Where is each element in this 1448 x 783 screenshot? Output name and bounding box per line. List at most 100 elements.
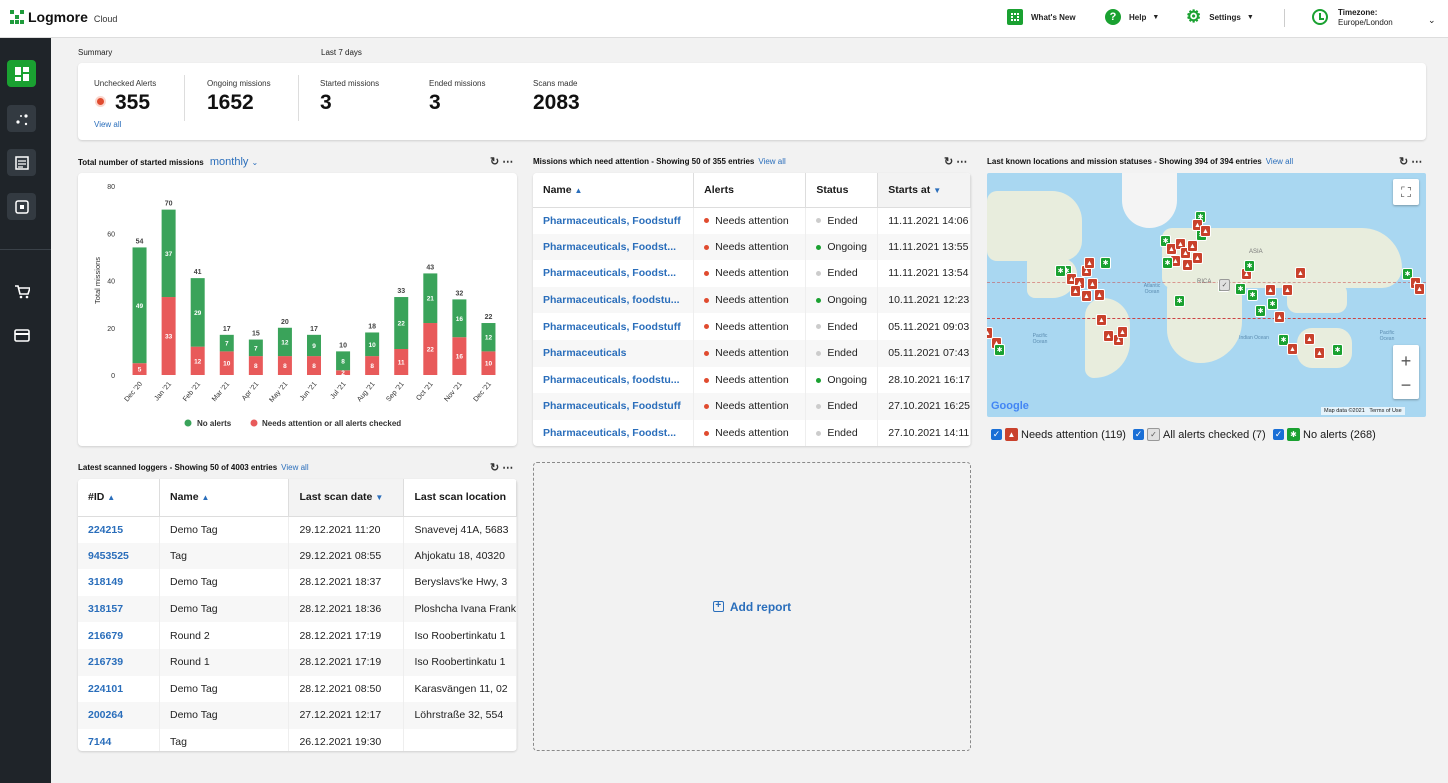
warning-marker-icon[interactable]: ▲ (1117, 326, 1128, 338)
column-header-alerts[interactable]: Alerts (693, 173, 807, 208)
table-row[interactable]: 216739 Round 1 28.12.2021 17:19 Iso Roobert… (78, 648, 517, 676)
table-row[interactable]: Pharmaceuticals, Foodstuff Needs attentio… (533, 393, 971, 420)
warning-marker-icon[interactable]: ▲ (1070, 285, 1081, 297)
mission-name-link[interactable]: Pharmaceuticals, foodstu... (533, 286, 695, 314)
table-row[interactable]: Pharmaceuticals, Foodst... Needs attentio… (533, 419, 971, 446)
table-row[interactable]: Pharmaceuticals, foodstu... Needs attenti… (533, 366, 971, 394)
mission-name-link[interactable]: Pharmaceuticals, Foodst... (533, 419, 695, 446)
warning-marker-icon[interactable]: ▲ (1087, 278, 1098, 290)
warning-marker-icon[interactable]: ▲ (1282, 284, 1293, 296)
table-row[interactable]: Pharmaceuticals, Foodstuff Needs attentio… (533, 313, 971, 340)
column-header-starts-at[interactable]: Starts at ▼ (877, 173, 971, 208)
column-header-id[interactable]: #ID ▲ (78, 479, 160, 517)
mission-name-link[interactable]: Pharmaceuticals, Foodstuff (533, 313, 695, 340)
warning-marker-icon[interactable]: ▲ (1314, 347, 1325, 359)
zoom-out-button[interactable]: − (1400, 375, 1412, 395)
thumbs-up-marker-icon[interactable]: ✱ (1402, 268, 1413, 280)
warning-marker-icon[interactable]: ▲ (1081, 290, 1092, 302)
thumbs-up-marker-icon[interactable]: ✱ (1162, 257, 1173, 269)
table-row[interactable]: 9453525 Tag 29.12.2021 08:55 Ahjokatu 18, 4… (78, 542, 517, 570)
more-icon[interactable]: ⋯ (502, 156, 517, 168)
more-icon[interactable]: ⋯ (956, 156, 971, 168)
warning-marker-icon[interactable]: ▲ (1295, 267, 1306, 279)
mission-name-link[interactable]: Pharmaceuticals, Foodst... (533, 260, 695, 287)
logger-id-link[interactable]: 9453525 (78, 542, 160, 570)
more-icon[interactable]: ⋯ (502, 462, 517, 474)
warning-marker-icon[interactable]: ▲ (1414, 283, 1425, 295)
checkbox[interactable]: ✓ (1273, 429, 1284, 440)
settings-menu[interactable]: ⚙ Settings ▼ (1186, 8, 1254, 25)
table-row[interactable]: 216679 Round 2 28.12.2021 17:19 Iso Roobert… (78, 622, 517, 649)
thumbs-up-marker-icon[interactable]: ✱ (1160, 235, 1171, 247)
period-dropdown[interactable]: monthly ⌄ (210, 156, 258, 168)
sidebar-item-billing[interactable] (7, 322, 36, 349)
table-row[interactable]: Pharmaceuticals, Foodst... Needs attentio… (533, 260, 971, 287)
whats-new-button[interactable]: What's New (1007, 9, 1076, 25)
logger-id-link[interactable]: 216679 (78, 622, 160, 649)
warning-marker-icon[interactable]: ▲ (987, 327, 993, 339)
table-row[interactable]: 224215 Demo Tag 29.12.2021 11:20 Snavevej 4… (78, 516, 517, 543)
thumbs-up-marker-icon[interactable]: ✱ (1267, 298, 1278, 310)
column-header-last-scan-date[interactable]: Last scan date ▼ (288, 479, 405, 517)
sidebar-item-shop[interactable] (7, 278, 36, 305)
logger-id-link[interactable]: 318157 (78, 595, 160, 623)
table-row[interactable]: 224101 Demo Tag 28.12.2021 08:50 Karasvänge… (78, 675, 517, 703)
logo[interactable]: Logmore Cloud (10, 9, 117, 25)
warning-marker-icon[interactable]: ▲ (1274, 311, 1285, 323)
logger-id-link[interactable]: 224101 (78, 675, 160, 703)
add-report-button[interactable]: + Add report (533, 462, 971, 751)
sidebar-item-locations[interactable] (7, 105, 36, 132)
logger-id-link[interactable]: 200264 (78, 702, 160, 729)
warning-marker-icon[interactable]: ▲ (1187, 240, 1198, 252)
mission-name-link[interactable]: Pharmaceuticals, Foodstuff (533, 393, 695, 420)
thumbs-up-marker-icon[interactable]: ✱ (1055, 265, 1066, 277)
warning-marker-icon[interactable]: ▲ (1192, 252, 1203, 264)
checkbox[interactable]: ✓ (1133, 429, 1144, 440)
legend-all-checked[interactable]: ✓ ✓ All alerts checked (7) (1133, 428, 1266, 441)
thumbs-up-marker-icon[interactable]: ✱ (1100, 257, 1111, 269)
terms-link[interactable]: Terms of Use (1369, 408, 1402, 414)
thumbs-up-marker-icon[interactable]: ✱ (994, 344, 1005, 356)
table-row[interactable]: 7144 Tag 26.12.2021 19:30 (78, 728, 517, 751)
logger-id-link[interactable]: 216739 (78, 648, 160, 676)
view-all-alerts-link[interactable]: View all (94, 120, 122, 129)
sidebar-item-scan[interactable] (7, 193, 36, 220)
table-row[interactable]: 318157 Demo Tag 28.12.2021 18:36 Ploshcha I… (78, 595, 517, 623)
warning-marker-icon[interactable]: ▲ (1182, 259, 1193, 271)
mission-name-link[interactable]: Pharmaceuticals, foodstu... (533, 366, 695, 394)
table-row[interactable]: Pharmaceuticals Needs attention Ended 05.11… (533, 339, 971, 367)
table-row[interactable]: Pharmaceuticals, foodstu... Needs attenti… (533, 286, 971, 314)
column-header-name[interactable]: Name ▲ (159, 479, 290, 517)
fullscreen-button[interactable]: ⛶ (1393, 179, 1419, 205)
logger-id-link[interactable]: 224215 (78, 516, 160, 543)
thumbs-up-marker-icon[interactable]: ✱ (1332, 344, 1343, 356)
help-menu[interactable]: ? Help ▼ (1105, 9, 1159, 25)
column-header-last-scan-location[interactable]: Last scan location (403, 479, 517, 517)
view-all-link[interactable]: View all (281, 463, 309, 472)
thumbs-up-marker-icon[interactable]: ✱ (1247, 289, 1258, 301)
mission-name-link[interactable]: Pharmaceuticals (533, 339, 695, 367)
warning-marker-icon[interactable]: ▲ (1180, 247, 1191, 259)
thumbs-up-marker-icon[interactable]: ✱ (1278, 334, 1289, 346)
refresh-icon[interactable]: ↻ (944, 156, 957, 168)
sidebar-item-missions[interactable] (7, 149, 36, 176)
table-row[interactable]: 318149 Demo Tag 28.12.2021 18:37 Beryslavs'… (78, 569, 517, 596)
mission-name-link[interactable]: Pharmaceuticals, Foodstuff (533, 207, 695, 234)
checkbox[interactable]: ✓ (991, 429, 1002, 440)
logger-id-link[interactable]: 7144 (78, 728, 160, 751)
timezone-selector[interactable] (1312, 9, 1328, 25)
refresh-icon[interactable]: ↻ (490, 156, 503, 168)
table-row[interactable]: Pharmaceuticals, Foodstuff Needs attentio… (533, 207, 971, 234)
chevron-down-icon[interactable]: ⌄ (1428, 15, 1436, 25)
column-header-name[interactable]: Name ▲ (533, 173, 695, 208)
zoom-in-button[interactable]: + (1400, 351, 1412, 371)
table-row[interactable]: 200264 Demo Tag 27.12.2021 12:17 Löhrstraße… (78, 702, 517, 729)
timezone-info[interactable]: Timezone: Europe/London (1338, 8, 1393, 28)
logger-id-link[interactable]: 318149 (78, 569, 160, 596)
view-all-link[interactable]: View all (1265, 157, 1294, 166)
mission-name-link[interactable]: Pharmaceuticals, Foodst... (533, 233, 695, 261)
thumbs-up-marker-icon[interactable]: ✱ (1174, 295, 1185, 307)
warning-marker-icon[interactable]: ▲ (1096, 314, 1107, 326)
warning-marker-icon[interactable]: ▲ (1084, 257, 1095, 269)
warning-marker-icon[interactable]: ▲ (1200, 225, 1211, 237)
